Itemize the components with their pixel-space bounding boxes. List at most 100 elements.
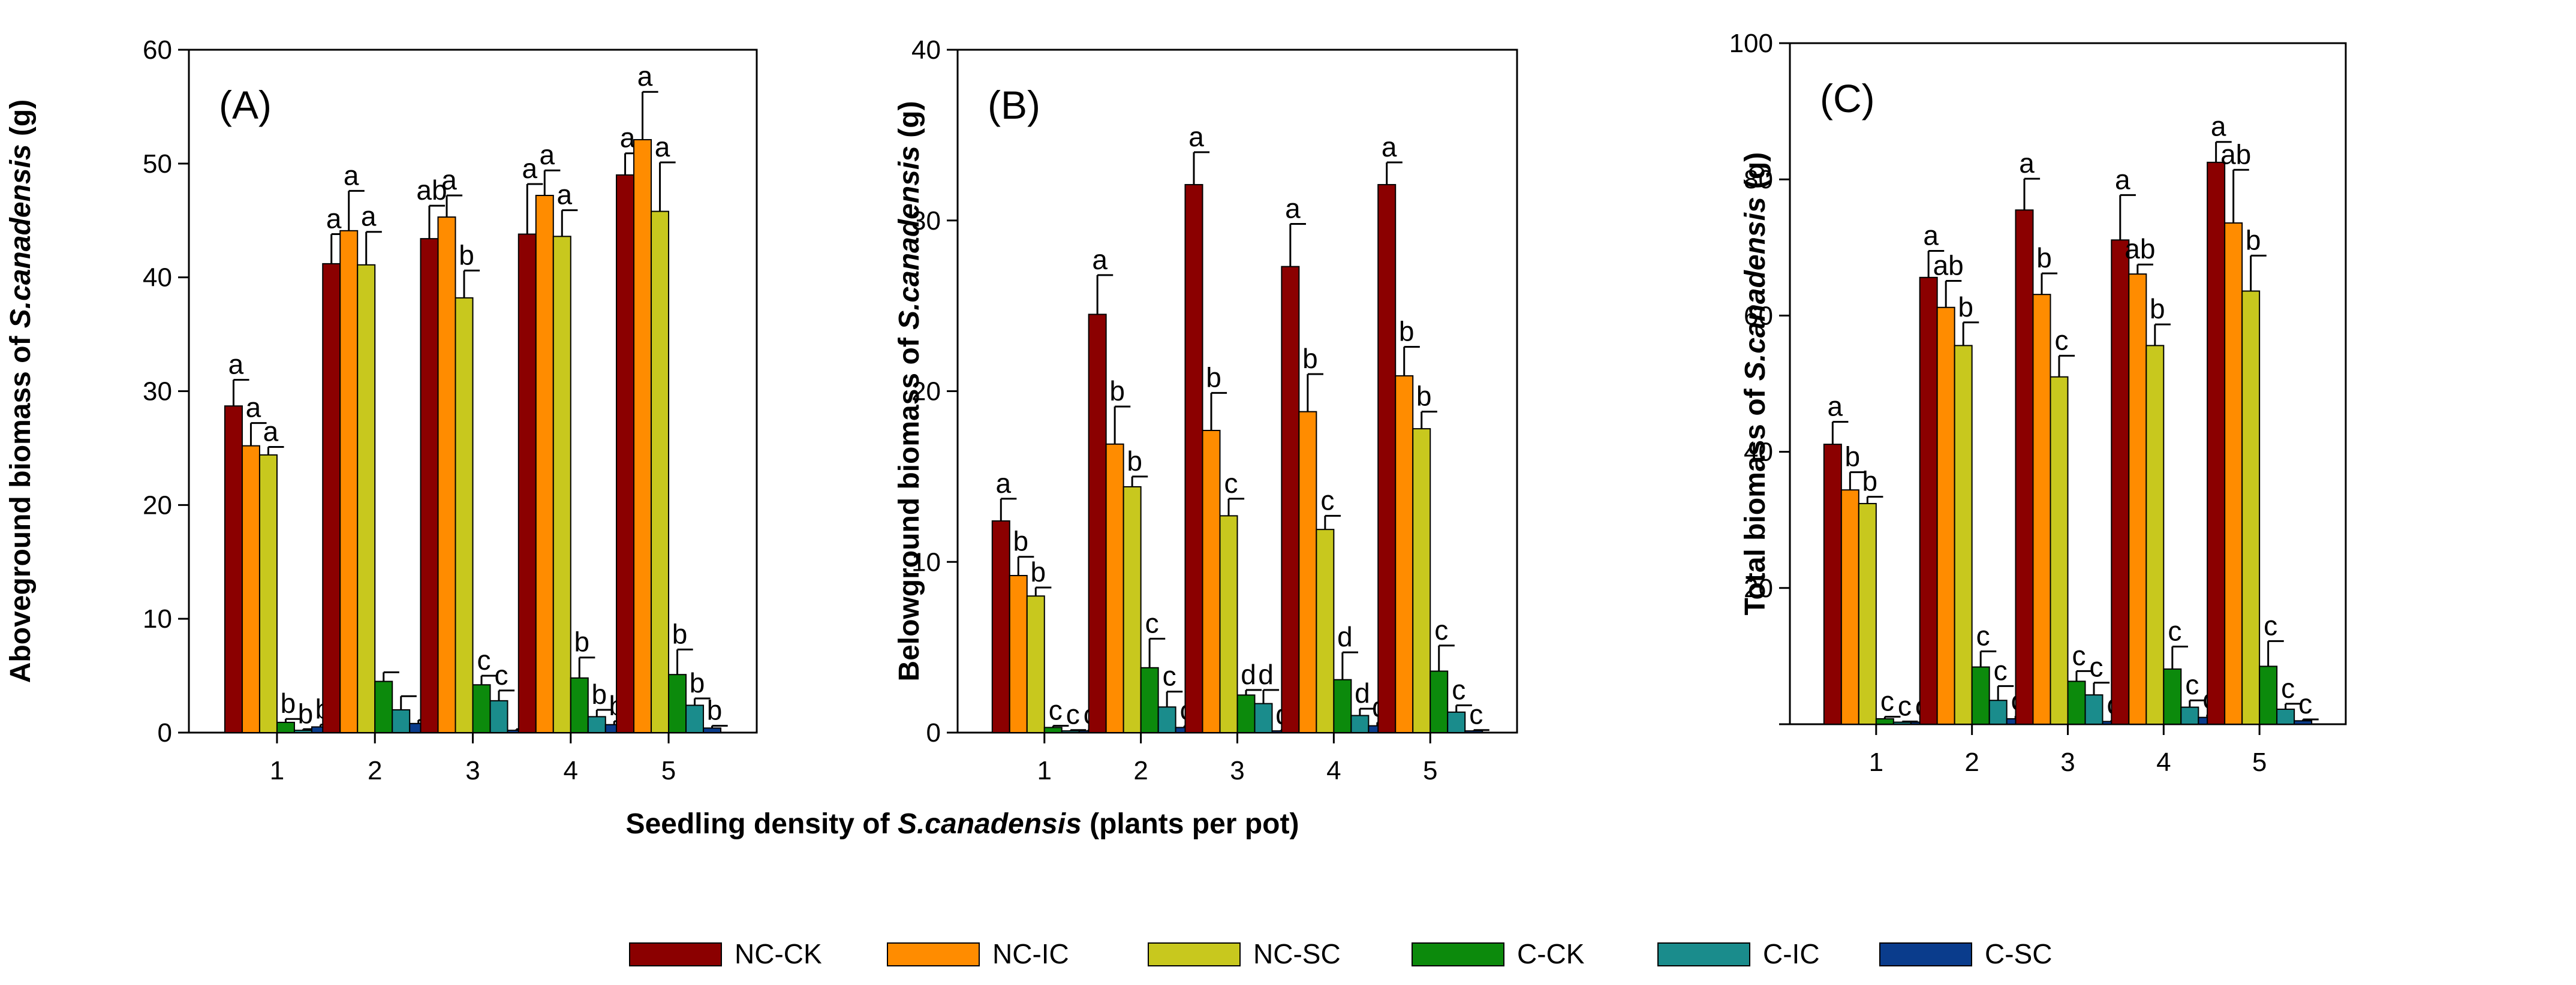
y-axis-title-species: S.canadensis [1740, 197, 1771, 381]
significance-label: b [2036, 242, 2052, 273]
significance-label: b [1416, 381, 1432, 412]
significance-label: d [1337, 621, 1353, 652]
significance-label: a [1923, 219, 1939, 251]
bar-nc-ck [420, 238, 439, 733]
legend-swatch [1879, 942, 1972, 966]
panel-label: (A) [219, 83, 272, 127]
y-axis-title: Total biomass of S.canadensis (g) [1740, 152, 1771, 616]
bar-c-ck [1875, 718, 1894, 725]
significance-label: b [2246, 224, 2261, 255]
bar-nc-sc [2145, 345, 2165, 725]
significance-label: a [441, 164, 457, 195]
legend-item-c-ck: C-CK [1412, 938, 1585, 969]
bar-c-ic [1061, 730, 1080, 733]
y-tick-label: 10 [911, 547, 941, 577]
bar-nc-ic [535, 194, 554, 733]
legend: NC-CK NC-IC NC-SC C-CK C-IC C-SC [629, 938, 2052, 969]
bar-c-ic [1157, 706, 1176, 733]
y-axis-title: Belowground biomass of S.canadensis (g) [893, 101, 925, 681]
bar-c-ic [587, 716, 606, 734]
bar-nc-ck [517, 233, 537, 733]
bar-nc-sc [651, 210, 670, 733]
significance-label: ab [2124, 233, 2155, 264]
y-tick-label: 60 [1744, 301, 1773, 330]
bar-nc-ck [1377, 183, 1397, 733]
significance-label: c [1880, 686, 1894, 717]
bar-c-ck [1971, 666, 1990, 725]
significance-label: b [298, 698, 314, 729]
y-tick-label: 80 [1744, 165, 1773, 194]
significance-label: ab [2220, 138, 2251, 170]
bar-c-ic [1254, 703, 1273, 734]
bar-c-ic [1892, 721, 1912, 725]
bar-nc-ic [437, 216, 456, 733]
y-axis-title-pre: Aboveground biomass of [5, 328, 37, 683]
significance-label: a [1828, 391, 1843, 422]
legend-swatch [629, 942, 722, 966]
significance-label: b [1127, 445, 1142, 477]
bar-c-ck [2259, 665, 2278, 725]
significance-label: a [2019, 147, 2035, 179]
bar-nc-ic [633, 138, 652, 734]
bar-nc-ic [1202, 429, 1221, 733]
legend-item-c-sc: C-SC [1879, 938, 2052, 969]
bar-c-sc [703, 727, 722, 733]
bar-nc-ck [2015, 209, 2034, 725]
x-tick-label: 4 [564, 756, 578, 785]
x-tick-label: 1 [1869, 748, 1883, 777]
significance-label: c [1452, 674, 1465, 705]
bar-nc-sc [357, 264, 376, 734]
legend-label: NC-IC [992, 938, 1069, 969]
significance-label: b [1109, 375, 1125, 406]
y-tick-label: 20 [1744, 574, 1773, 603]
significance-label: a [655, 131, 670, 162]
bar-nc-ck [1823, 444, 1842, 725]
bar-nc-ic [241, 445, 260, 733]
y-tick-label: 60 [143, 35, 172, 65]
y-axis-title-pre: Total biomass of [1740, 381, 1771, 615]
y-tick-label: 50 [143, 149, 172, 179]
y-axis-title-species: S.canadensis [5, 144, 37, 328]
chart-panel-2: 0102030401abbccc2abbccc3abcddd4abcddd5ab… [893, 35, 1518, 785]
significance-label: b [707, 695, 723, 726]
significance-label: d [1241, 659, 1256, 690]
y-axis-title: Aboveground biomass of S.canadensis (g) [5, 100, 37, 683]
bar-c-ck [1430, 670, 1449, 733]
x-tick-label: 2 [1964, 748, 1979, 777]
bar-nc-ck [1088, 314, 1107, 733]
chart-panel-1: 01020304050601aaabbb2aaa3ababcc4aaabbb5a… [5, 35, 758, 785]
bar-nc-ic [1840, 489, 1859, 725]
significance-label: c [2072, 640, 2086, 671]
significance-label: a [1188, 121, 1204, 152]
significance-label: c [2281, 673, 2295, 704]
significance-label: b [2150, 293, 2165, 324]
bar-c-ck [374, 680, 393, 733]
x-tick-label: 3 [2060, 748, 2075, 777]
bar-nc-ic [1009, 575, 1028, 734]
bar-nc-ic [1298, 411, 1317, 733]
significance-label: a [620, 122, 636, 153]
legend-label: NC-SC [1253, 938, 1341, 969]
bar-c-ic [2180, 706, 2199, 725]
significance-label: a [637, 61, 653, 92]
significance-label: a [556, 179, 572, 210]
legend-item-nc-sc: NC-SC [1148, 938, 1341, 969]
significance-label: c [2264, 610, 2277, 641]
bar-nc-ck [1919, 276, 1938, 725]
bar-nc-sc [552, 236, 571, 733]
y-axis-title-unit: (g) [5, 100, 37, 144]
bar-nc-sc [1858, 502, 1877, 725]
bar-nc-sc [2050, 376, 2069, 725]
significance-label: ab [1933, 249, 1964, 281]
significance-label: b [672, 618, 688, 649]
bar-c-ic [293, 730, 312, 734]
bar-nc-ic [2032, 294, 2051, 725]
bar-c-ck [570, 677, 589, 734]
bar-c-sc [1464, 730, 1483, 733]
bar-nc-sc [1219, 515, 1238, 733]
bar-nc-ck [2207, 161, 2226, 725]
bar-nc-ck [1184, 183, 1203, 733]
bar-c-ck [668, 674, 687, 734]
significance-label: a [263, 416, 279, 447]
